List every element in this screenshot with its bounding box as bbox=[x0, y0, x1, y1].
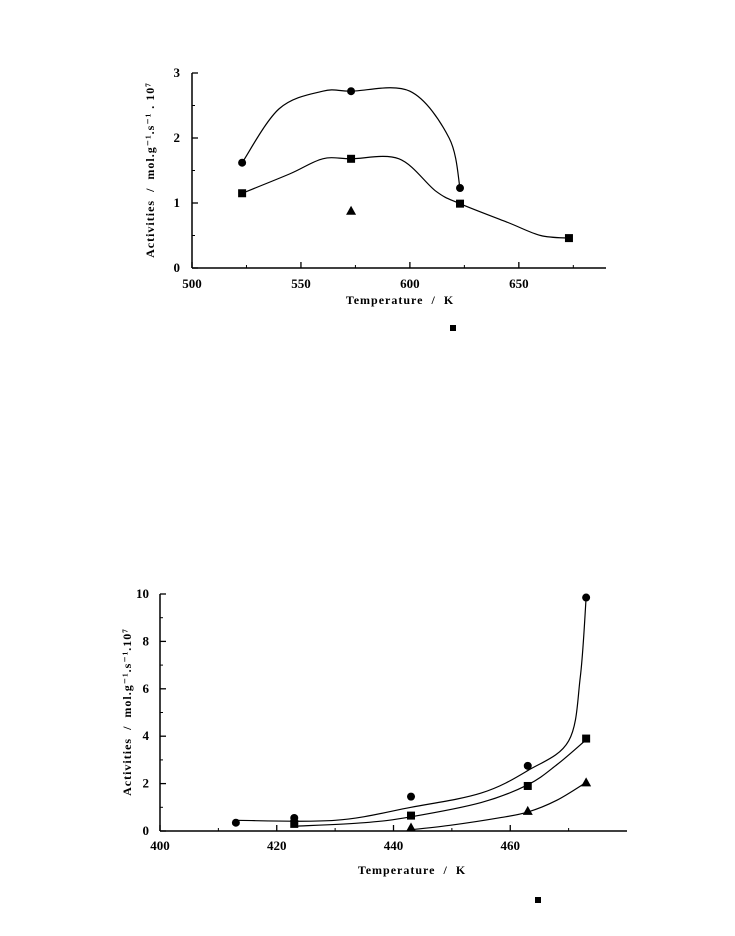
data-point-circle bbox=[523, 761, 532, 770]
data-point-circle bbox=[238, 158, 247, 167]
x-tick-label: 550 bbox=[291, 276, 311, 291]
data-point-circle bbox=[582, 593, 591, 602]
data-point-square bbox=[582, 734, 591, 743]
x-tick-label: 460 bbox=[501, 838, 521, 853]
data-point-square bbox=[564, 234, 573, 243]
y-tick-label: 1 bbox=[174, 195, 181, 210]
y-tick-label: 2 bbox=[174, 130, 181, 145]
x-tick-label: 400 bbox=[150, 838, 170, 853]
data-point-circle bbox=[347, 87, 356, 96]
data-point-square bbox=[407, 811, 416, 820]
y-tick-label: 0 bbox=[143, 823, 150, 838]
fit-curve bbox=[410, 781, 587, 831]
fit-curve bbox=[241, 87, 461, 189]
data-point-triangle bbox=[406, 822, 417, 832]
page-mark bbox=[535, 897, 541, 903]
y-tick-label: 10 bbox=[136, 586, 149, 601]
fit-curve bbox=[241, 155, 570, 239]
x-axis-title: Temperature / K bbox=[358, 863, 466, 877]
data-point-circle bbox=[231, 818, 240, 827]
y-tick-label: 8 bbox=[143, 633, 150, 648]
x-axis-title: Temperature / K bbox=[346, 293, 454, 307]
x-tick-label: 420 bbox=[267, 838, 287, 853]
data-point-circle bbox=[456, 184, 465, 193]
y-tick-label: 3 bbox=[174, 65, 181, 80]
x-tick-label: 650 bbox=[509, 276, 529, 291]
x-tick-label: 600 bbox=[400, 276, 420, 291]
data-point-circle bbox=[407, 792, 416, 801]
data-point-square bbox=[523, 781, 532, 790]
y-tick-label: 0 bbox=[174, 260, 181, 275]
y-tick-label: 4 bbox=[143, 728, 150, 743]
data-point-square bbox=[238, 189, 247, 198]
data-point-square bbox=[456, 199, 465, 208]
y-tick-label: 2 bbox=[143, 776, 150, 791]
y-axis-title: Activities / mol.g⁻¹.s⁻¹ . 10⁷ bbox=[143, 82, 157, 258]
data-point-triangle bbox=[346, 205, 357, 215]
fit-curve bbox=[294, 739, 587, 827]
page-mark bbox=[450, 325, 456, 331]
chart-bottom: 400 420 440 460 0 2 4 6 8 10 Temperature / K Acti… bbox=[120, 586, 627, 877]
data-point-square bbox=[347, 154, 356, 163]
fit-curve bbox=[235, 597, 587, 822]
x-tick-label: 500 bbox=[182, 276, 202, 291]
data-point-triangle bbox=[581, 777, 592, 787]
x-tick-label: 440 bbox=[384, 838, 404, 853]
data-point-square bbox=[290, 819, 299, 828]
y-tick-label: 6 bbox=[143, 681, 150, 696]
data-point-triangle bbox=[522, 805, 533, 815]
chart-top: 500 550 600 650 0 1 2 3 Temperature / K Activit… bbox=[143, 65, 606, 307]
y-axis-title: Activities / mol.g⁻¹.s⁻¹.10⁷ bbox=[120, 628, 134, 796]
